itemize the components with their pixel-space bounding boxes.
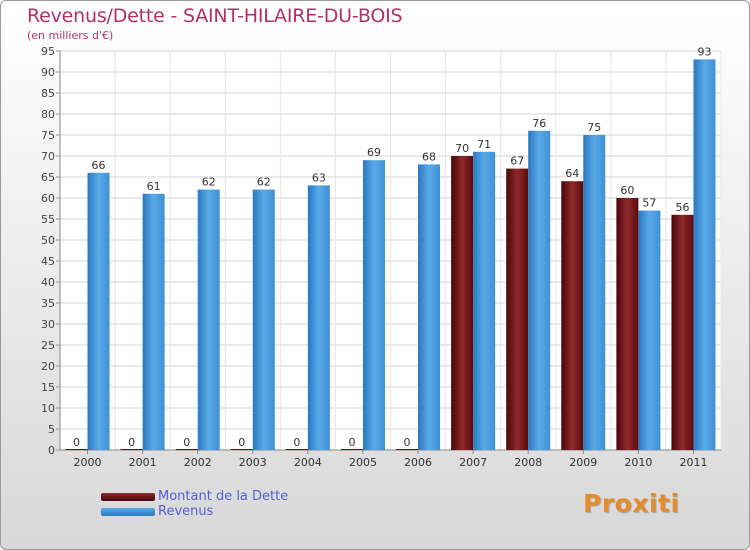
debt-bar (340, 449, 363, 450)
debt-value-label: 0 (293, 436, 300, 449)
legend-item-revenus: Revenus (101, 504, 288, 519)
x-tick-label: 2007 (459, 456, 487, 469)
debt-bar (285, 449, 308, 450)
debt-bar (175, 449, 198, 450)
x-tick-label: 2005 (349, 456, 377, 469)
legend-label-dette: Montant de la Dette (158, 489, 289, 504)
legend-swatch-revenus (101, 507, 155, 516)
debt-value-label: 60 (620, 184, 634, 197)
y-tick-label: 35 (41, 297, 55, 310)
revenue-value-label: 93 (697, 45, 711, 58)
y-tick-label: 40 (41, 276, 55, 289)
revenue-value-label: 66 (92, 159, 106, 172)
debt-bar (120, 449, 143, 450)
debt-value-label: 0 (128, 436, 135, 449)
x-tick-label: 2001 (129, 456, 157, 469)
revenue-value-label: 69 (367, 146, 381, 159)
y-tick-label: 75 (41, 129, 55, 142)
y-tick-label: 85 (41, 87, 55, 100)
revenue-bar (362, 160, 385, 450)
y-tick-label: 65 (41, 171, 55, 184)
debt-bar (65, 449, 88, 450)
revenue-value-label: 71 (477, 138, 491, 151)
revenue-value-label: 75 (587, 121, 601, 134)
y-tick-label: 10 (41, 402, 55, 415)
revenue-bar (307, 185, 330, 450)
revenue-bar (418, 164, 441, 450)
x-tick-label: 2010 (624, 456, 652, 469)
debt-bar (616, 198, 639, 450)
revenue-value-label: 68 (422, 150, 436, 163)
revenue-value-label: 62 (257, 176, 271, 189)
chart-subtitle: (en milliers d'€) (27, 29, 114, 42)
debt-bar (230, 449, 253, 450)
revenue-bar (87, 172, 110, 451)
y-tick-label: 95 (41, 45, 55, 58)
x-tick-label: 2009 (569, 456, 597, 469)
proxiti-logo: Proxiti (583, 489, 680, 518)
revenue-value-label: 62 (202, 176, 216, 189)
x-tick-label: 2011 (679, 456, 707, 469)
debt-bar (506, 168, 529, 450)
revenue-bar (197, 189, 220, 450)
x-tick-label: 2003 (239, 456, 267, 469)
revenue-bar (583, 135, 606, 450)
revenue-value-label: 76 (532, 117, 546, 130)
debt-bar (396, 449, 419, 450)
debt-value-label: 64 (565, 167, 579, 180)
legend-label-revenus: Revenus (158, 504, 214, 519)
debt-bar (671, 214, 694, 450)
revenue-bar (528, 130, 551, 451)
y-tick-label: 15 (41, 381, 55, 394)
legend-swatch-dette (101, 492, 155, 501)
y-tick-label: 55 (41, 213, 55, 226)
y-tick-label: 20 (41, 360, 55, 373)
x-tick-label: 2006 (404, 456, 432, 469)
debt-value-label: 0 (404, 436, 411, 449)
revenue-bar (252, 189, 275, 450)
x-tick-label: 2002 (184, 456, 212, 469)
debt-bar (561, 181, 584, 450)
revenue-value-label: 63 (312, 171, 326, 184)
chart-legend: Montant de la Dette Revenus (101, 489, 288, 519)
legend-item-dette: Montant de la Dette (101, 489, 288, 504)
y-tick-label: 45 (41, 255, 55, 268)
y-tick-label: 5 (48, 423, 55, 436)
revenue-bar (473, 151, 496, 451)
y-tick-label: 70 (41, 150, 55, 163)
y-tick-label: 90 (41, 66, 55, 79)
x-tick-label: 2000 (74, 456, 102, 469)
debt-value-label: 0 (238, 436, 245, 449)
revenue-bar (142, 193, 165, 451)
chart-title: Revenus/Dette - SAINT-HILAIRE-DU-BOIS (27, 5, 403, 27)
debt-value-label: 0 (73, 436, 80, 449)
revenue-value-label: 57 (642, 197, 656, 210)
revenue-value-label: 61 (147, 180, 161, 193)
debt-value-label: 70 (455, 142, 469, 155)
y-tick-label: 25 (41, 339, 55, 352)
y-tick-label: 50 (41, 234, 55, 247)
revenue-bar (693, 59, 716, 451)
revenue-bar (638, 210, 661, 450)
debt-value-label: 67 (510, 155, 524, 168)
debt-value-label: 56 (675, 201, 689, 214)
y-tick-label: 80 (41, 108, 55, 121)
y-tick-label: 30 (41, 318, 55, 331)
x-tick-label: 2004 (294, 456, 322, 469)
debt-value-label: 0 (348, 436, 355, 449)
x-tick-label: 2008 (514, 456, 542, 469)
debt-value-label: 0 (183, 436, 190, 449)
y-tick-label: 0 (48, 444, 55, 457)
debt-bar (451, 156, 474, 450)
y-tick-label: 60 (41, 192, 55, 205)
